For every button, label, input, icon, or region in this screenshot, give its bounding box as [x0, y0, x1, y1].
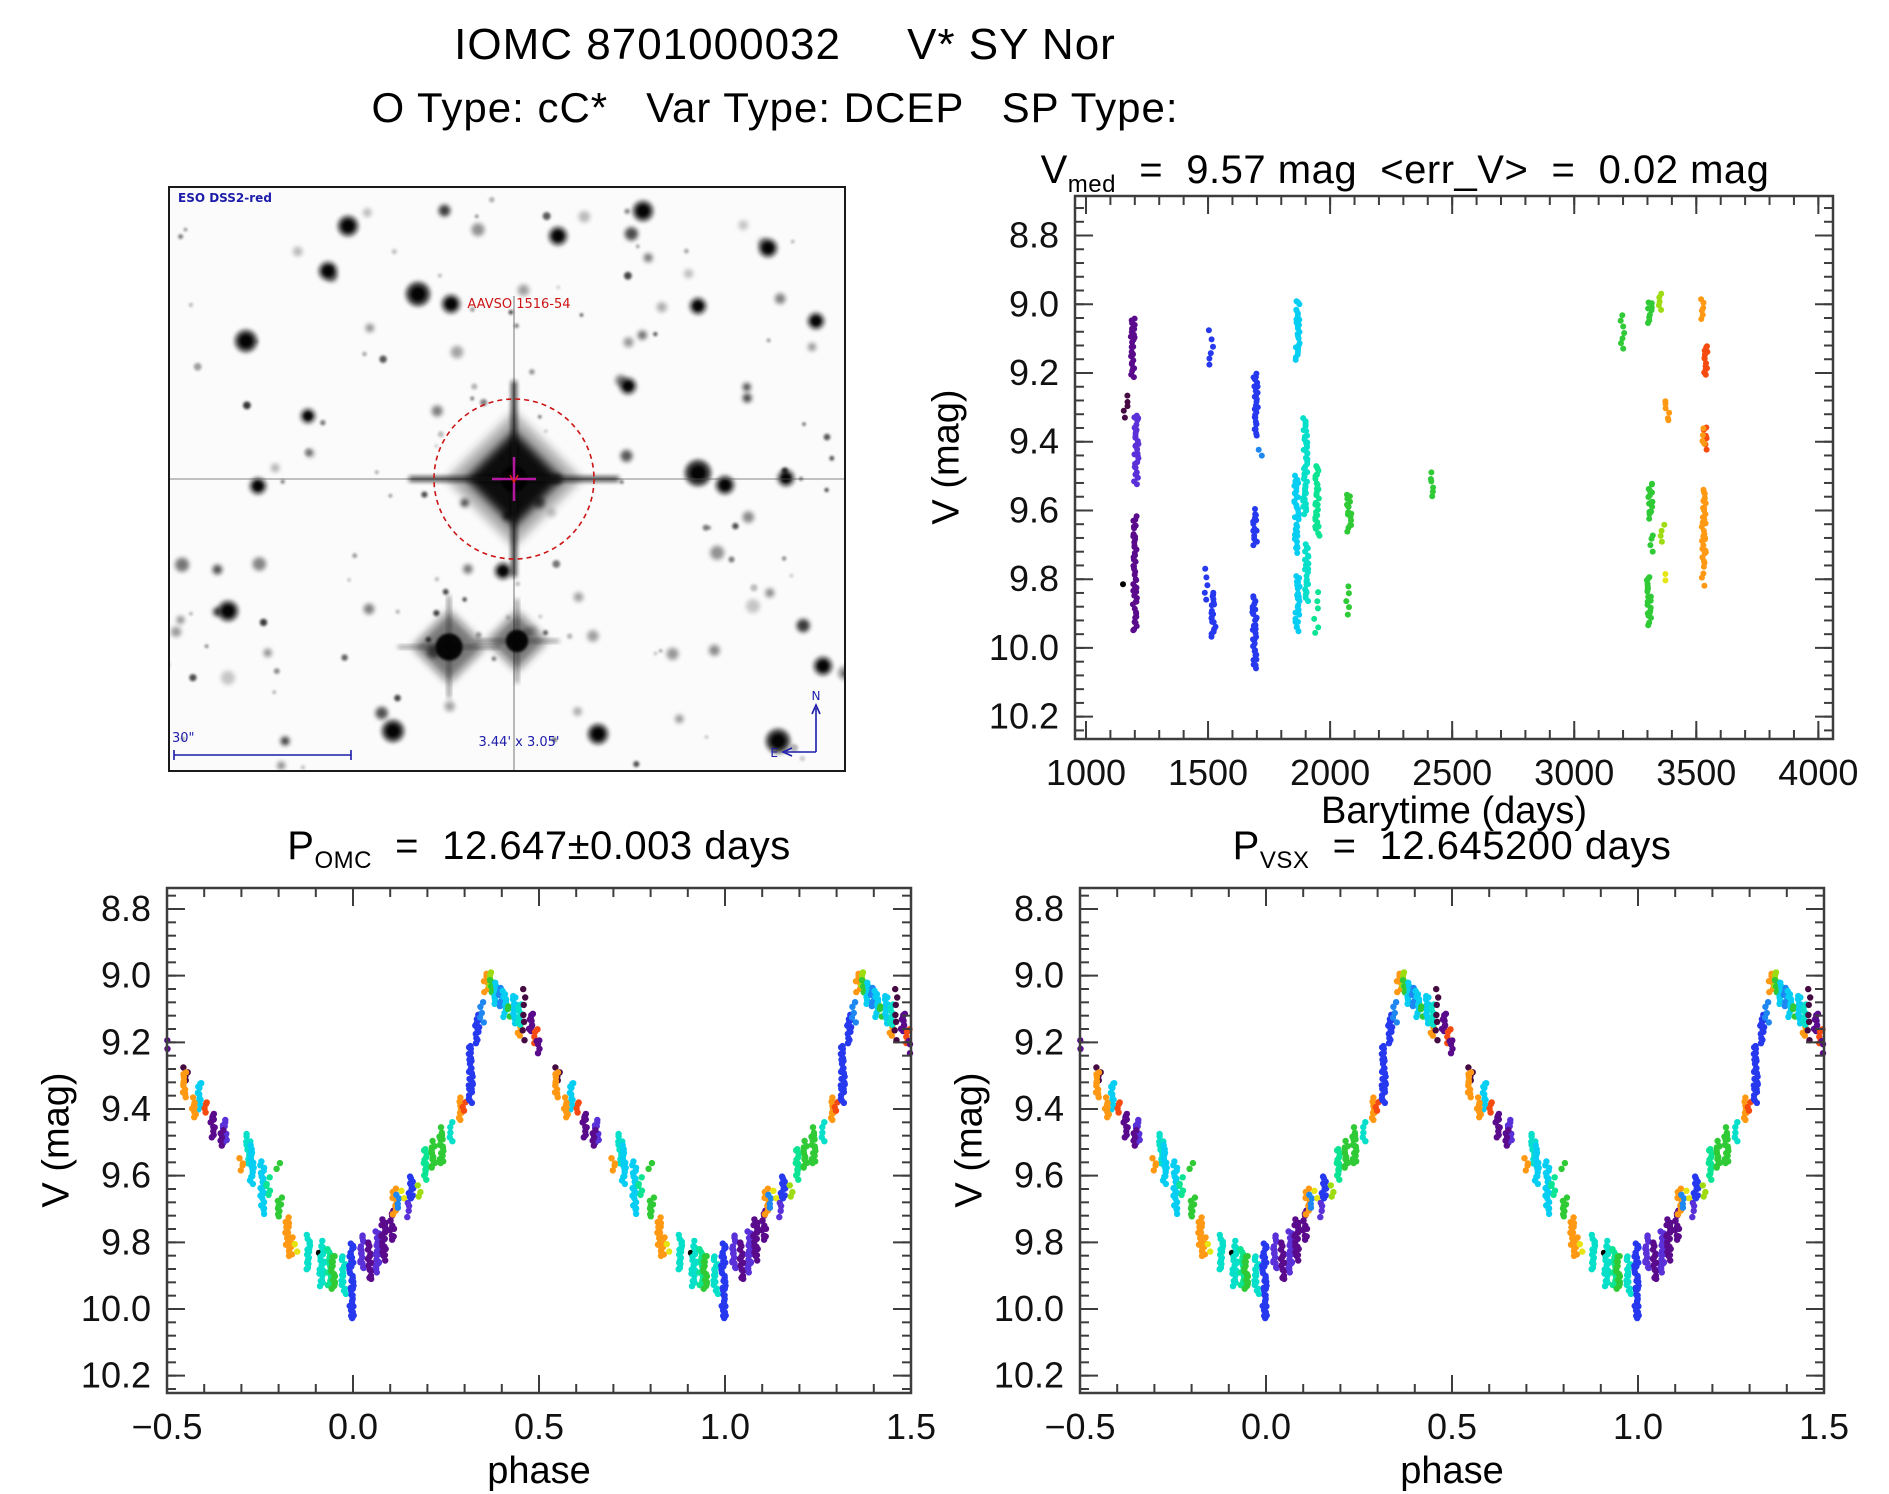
omc-plot-x-axis-title: phase — [487, 1450, 591, 1492]
target-name-label: AAVSO 1516-54 — [467, 297, 570, 312]
finder-chart-panel: ESO DSS2-red AAVSO 1516-54 30" 3.44' x 3… — [167, 186, 852, 772]
omc-plot-y-axis-title: V (mag) — [35, 1072, 78, 1208]
svg-text:1000: 1000 — [1046, 752, 1126, 793]
svg-text:3500: 3500 — [1656, 752, 1736, 793]
svg-text:0.5: 0.5 — [1427, 1406, 1477, 1447]
svg-text:9.6: 9.6 — [1014, 1155, 1064, 1196]
svg-text:8.8: 8.8 — [1014, 888, 1064, 929]
svg-text:8.8: 8.8 — [101, 888, 151, 929]
svg-text:2000: 2000 — [1290, 752, 1370, 793]
svg-text:1.5: 1.5 — [1799, 1406, 1849, 1447]
svg-text:1.0: 1.0 — [700, 1406, 750, 1447]
svg-text:10.2: 10.2 — [994, 1355, 1064, 1396]
compass-north-label: N — [812, 689, 821, 703]
svg-text:0.0: 0.0 — [1241, 1406, 1291, 1447]
image-border — [168, 186, 846, 772]
svg-text:9.8: 9.8 — [101, 1221, 151, 1262]
compass-east-label: E — [770, 746, 778, 760]
svg-text:9.8: 9.8 — [1014, 1221, 1064, 1262]
svg-text:1.5: 1.5 — [886, 1406, 936, 1447]
svg-text:2500: 2500 — [1412, 752, 1492, 793]
svg-text:0.0: 0.0 — [328, 1406, 378, 1447]
svg-text:0.5: 0.5 — [514, 1406, 564, 1447]
svg-text:10.2: 10.2 — [81, 1355, 151, 1396]
svg-text:4000: 4000 — [1778, 752, 1858, 793]
svg-text:9.4: 9.4 — [1009, 421, 1059, 462]
svg-text:9.6: 9.6 — [101, 1155, 151, 1196]
time-plot-title: Vmed = 9.57 mag <err_V> = 0.02 mag — [1040, 148, 1770, 198]
svg-text:9.0: 9.0 — [1009, 283, 1059, 324]
vsx-plot-y-axis-title: V (mag) — [948, 1072, 991, 1208]
scale-bar — [173, 750, 352, 760]
starfield-image: ESO DSS2-red AAVSO 1516-54 30" 3.44' x 3… — [167, 186, 852, 772]
svg-text:−0.5: −0.5 — [1044, 1406, 1115, 1447]
time-plot-y-axis-title: V (mag) — [925, 389, 968, 525]
svg-text:9.2: 9.2 — [1009, 352, 1059, 393]
svg-text:−0.5: −0.5 — [131, 1406, 202, 1447]
svg-text:10.0: 10.0 — [989, 627, 1059, 668]
phase-fold-omc-plot: −0.5 0.0 0.5 1.0 1.5 8.8 9.0 9.2 9.4 9.6 9.8 10.0 10… — [81, 886, 936, 1447]
compass-rose: N E — [770, 689, 821, 760]
svg-text:9.4: 9.4 — [1014, 1088, 1064, 1129]
svg-text:10.0: 10.0 — [994, 1288, 1064, 1329]
omc-plot-title: POMC = 12.647±0.003 days — [287, 824, 791, 874]
svg-text:8.8: 8.8 — [1009, 215, 1059, 256]
survey-credit-label: ESO DSS2-red — [178, 191, 272, 205]
svg-text:9.6: 9.6 — [1009, 489, 1059, 530]
scale-bar-label: 30" — [172, 731, 195, 746]
page-subtitle: O Type: cC* Var Type: DCEP SP Type: — [371, 84, 1179, 131]
svg-text:1500: 1500 — [1168, 752, 1248, 793]
svg-text:10.0: 10.0 — [81, 1288, 151, 1329]
svg-text:9.4: 9.4 — [101, 1088, 151, 1129]
svg-text:9.8: 9.8 — [1009, 558, 1059, 599]
svg-text:1.0: 1.0 — [1613, 1406, 1663, 1447]
page-title: IOMC 8701000032 V* SY Nor — [454, 20, 1116, 69]
svg-text:9.0: 9.0 — [1014, 955, 1064, 996]
phase-fold-vsx-plot: −0.5 0.0 0.5 1.0 1.5 8.8 9.0 9.2 9.4 9.6 9.8 10.0 10… — [994, 886, 1849, 1447]
svg-text:10.2: 10.2 — [989, 696, 1059, 737]
time-plot-x-axis-title: Barytime (days) — [1320, 790, 1588, 832]
vsx-plot-x-axis-title: phase — [1400, 1450, 1504, 1492]
svg-text:9.2: 9.2 — [1014, 1021, 1064, 1062]
fov-label: 3.44' x 3.05' — [479, 735, 560, 750]
svg-text:9.0: 9.0 — [101, 955, 151, 996]
svg-text:9.2: 9.2 — [101, 1021, 151, 1062]
vsx-plot-title: PVSX = 12.645200 days — [1232, 824, 1672, 874]
time-series-plot: 1000 1500 2000 2500 3000 3500 4000 8.8 9.0 9.2 9.4… — [989, 194, 1858, 793]
svg-text:3000: 3000 — [1534, 752, 1614, 793]
